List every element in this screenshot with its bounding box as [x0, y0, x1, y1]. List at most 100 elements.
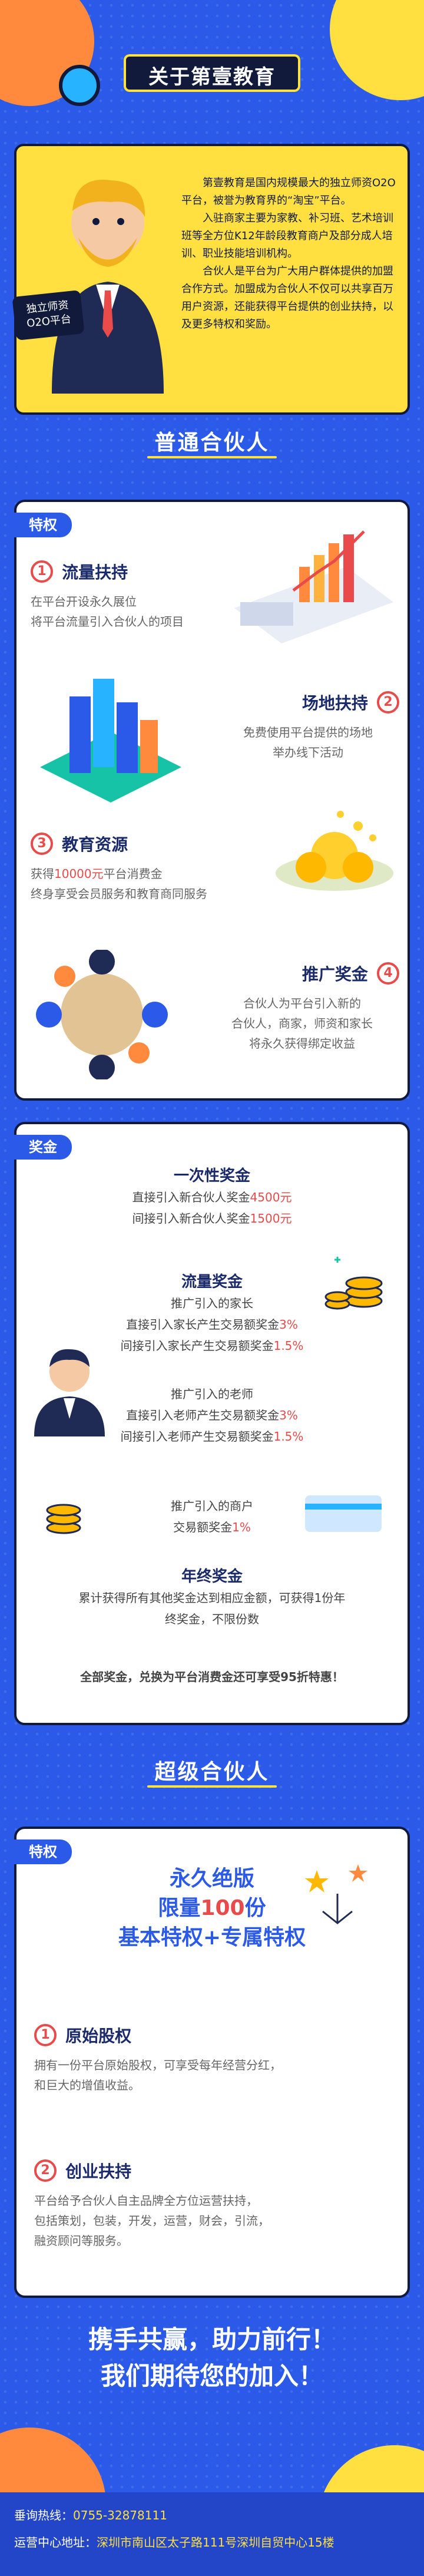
- bonus-line: 直接引入家长产生交易额奖金3%: [16, 1314, 408, 1335]
- slogan-text: 份: [244, 1896, 266, 1920]
- bonus-title: 一次性奖金: [173, 1167, 250, 1185]
- about-paragraph-3: 合伙人是平台为广大用户群体提供的加盟合作方式。加盟成为合伙人不仅可以共享百万用户…: [181, 265, 393, 331]
- feature-desc-line: 免费使用平台提供的场地: [243, 725, 373, 739]
- closing-line-1: 携手共赢，助力前行！: [88, 2325, 336, 2354]
- feature-number-badge: 3: [31, 833, 53, 855]
- about-paragraph-1: 第壹教育是国内规模最大的独立师资O2O平台，被誉为教育界的“淘宝”平台。: [181, 177, 396, 207]
- bonus-line: 推广引入的老师: [171, 1387, 253, 1401]
- privilege-tag: 特权: [14, 513, 72, 537]
- bonus-text: 直接引入老师产生交易额奖金: [126, 1408, 280, 1422]
- bonus-panel: 奖金 一次性奖金 直接引入新合伙人奖金4500元 间接引入新合伙人奖金1500元…: [14, 1122, 410, 1725]
- closing-slogan: 携手共赢，助力前行！ 我们期待您的加入！: [0, 2321, 424, 2395]
- bonus-title: 年终奖金: [181, 1568, 243, 1586]
- money-coins-illustration: [276, 811, 393, 891]
- page-title-banner: 关于第壹教育: [124, 54, 300, 92]
- closing-line-2: 我们期待您的加入！: [100, 2362, 323, 2390]
- desc-text: 平台消费金: [103, 867, 163, 881]
- bonus-redeem-note: 全部奖金，兑换为平台消费金还可享受95折特惠！: [80, 1670, 344, 1684]
- year-end-bonus: 年终奖金 累计获得所有其他奖金达到相应金额，可获得1份年 终奖金，不限份数: [16, 1566, 408, 1630]
- bonus-line: 推广引入的家长: [171, 1296, 253, 1310]
- bonus-line: 直接引入老师产生交易额奖金3%: [16, 1405, 408, 1426]
- feature-number-badge: 4: [377, 962, 399, 985]
- feature-education-resources: 3 教育资源 获得10000元平台消费金 终身享受会员服务和教育商同服务: [31, 832, 243, 904]
- desc-text: 获得: [31, 867, 54, 881]
- feature-number-badge: 1: [34, 2024, 57, 2046]
- bonus-value: 3%: [279, 1317, 298, 1332]
- feature-title: 创业扶持: [65, 2162, 132, 2181]
- feature-original-equity: 1 原始股权 拥有一份平台原始股权，可享受每年经营分红， 和巨大的增值收益。: [34, 2023, 393, 2095]
- bonus-line: 终奖金，不限份数: [165, 1612, 259, 1626]
- heading-underline: [147, 456, 277, 458]
- footer: 垂询热线：0755-32878111 运营中心地址：深圳市南山区太子路111号深…: [0, 2492, 424, 2576]
- bonus-line: 累计获得所有其他奖金达到相应金额，可获得1份年: [78, 1591, 346, 1605]
- super-partner-heading: 超级合伙人: [0, 1751, 424, 1789]
- feature-title: 原始股权: [65, 2026, 132, 2046]
- coin-pile-icon: [46, 1504, 81, 1534]
- hotline-number[interactable]: 0755-32878111: [73, 2508, 167, 2522]
- bonus-line: 间接引入家长产生交易额奖金1.5%: [16, 1335, 408, 1356]
- feature-desc-line: 在平台开设永久展位: [31, 595, 137, 609]
- feature-desc-line: 合伙人，商家，师资和家长: [231, 1016, 373, 1031]
- bonus-title: 流量奖金: [181, 1273, 243, 1291]
- credit-card-icon: [305, 1495, 382, 1532]
- feature-desc-line: 将平台流量引入合伙人的项目: [31, 615, 184, 629]
- feature-title: 推广奖金: [302, 965, 368, 984]
- bonus-value: 1.5%: [273, 1429, 304, 1444]
- super-privilege-panel: 特权 永久绝版 限量100份 基本特权+专属特权 1 原始股权 拥有一份平台原始…: [14, 1827, 410, 2298]
- slogan-text: 限量: [158, 1896, 201, 1920]
- businessman-illustration: [52, 180, 164, 394]
- bonus-tag: 奖金: [14, 1135, 72, 1160]
- bonus-value: 3%: [279, 1408, 298, 1422]
- meeting-table-illustration: [36, 950, 168, 1079]
- bonus-value: 1.5%: [273, 1339, 304, 1353]
- bonus-value: 4500元: [250, 1190, 292, 1204]
- page-title: 关于第壹教育: [148, 65, 276, 89]
- feature-desc-line: 平台给予合伙人自主品牌全方位运营扶持，: [34, 2194, 258, 2208]
- super-slogan: 永久绝版 限量100份 基本特权+专属特权: [16, 1864, 408, 1953]
- address-text: 深圳市南山区太子路111号深圳自贸中心15楼: [97, 2535, 334, 2549]
- heading-underline: [147, 1785, 277, 1788]
- about-text: 第壹教育是国内规模最大的独立师资O2O平台，被誉为教育界的“淘宝”平台。 入驻商…: [181, 174, 399, 333]
- bonus-line: 间接引入新合伙人奖金1500元: [16, 1208, 408, 1229]
- bonus-value: 1500元: [250, 1211, 292, 1226]
- city-buildings-illustration: [40, 679, 181, 802]
- feature-desc-line: 融资顾问等服务。: [34, 2234, 128, 2248]
- bonus-text: 间接引入老师产生交易额奖金: [120, 1429, 274, 1444]
- bonus-text: 间接引入新合伙人奖金: [132, 1211, 250, 1226]
- hotline-label: 垂询热线：: [14, 2508, 73, 2522]
- desc-highlight: 10000元: [54, 867, 104, 881]
- slogan-number: 100: [200, 1896, 245, 1920]
- privilege-tag: 特权: [14, 1839, 72, 1864]
- bonus-line: 推广引入的商户: [171, 1499, 253, 1513]
- fireworks-stars-icon: [305, 1864, 367, 1924]
- feature-venue-support: 场地扶持 2 免费使用平台提供的场地 举办线下活动: [217, 691, 399, 762]
- teacher-bonus: 推广引入的老师 直接引入老师产生交易额奖金3% 间接引入老师产生交易额奖金1.5…: [16, 1383, 408, 1447]
- normal-partner-title: 普通合伙人: [154, 431, 270, 455]
- footer-address: 运营中心地址：深圳市南山区太子路111号深圳自贸中心15楼: [14, 2532, 415, 2552]
- bonus-text: 间接引入家长产生交易额奖金: [120, 1339, 274, 1353]
- businessman-avatar: [34, 1349, 105, 1436]
- chart-report-illustration: [234, 530, 393, 643]
- feature-title: 教育资源: [62, 835, 128, 854]
- coin-stack-icon: [324, 1257, 383, 1310]
- super-partner-title: 超级合伙人: [154, 1760, 270, 1784]
- feature-desc-line: 将永久获得绑定收益: [249, 1036, 355, 1051]
- bonus-text: 直接引入家长产生交易额奖金: [126, 1317, 280, 1332]
- feature-desc-line: 获得10000元平台消费金: [31, 864, 243, 884]
- about-paragraph-2: 入驻商家主要为家教、补习班、艺术培训班等全方位K12年龄段教育商户及部分成人培训…: [181, 212, 393, 260]
- bonus-line: 交易额奖金1%: [16, 1517, 408, 1538]
- feature-title: 流量扶持: [62, 563, 128, 582]
- feature-desc-line: 举办线下活动: [273, 745, 343, 759]
- one-time-bonus: 一次性奖金 直接引入新合伙人奖金4500元 间接引入新合伙人奖金1500元: [16, 1165, 408, 1229]
- feature-desc-line: 包括策划，包装，开发，运营，财会，引流，: [34, 2214, 270, 2228]
- feature-traffic-support: 1 流量扶持 在平台开设永久展位 将平台流量引入合伙人的项目: [31, 560, 231, 632]
- feature-number-badge: 1: [31, 560, 53, 583]
- independent-teacher-badge: 独立师资 O2O平台: [12, 290, 85, 341]
- feature-promotion-bonus: 推广奖金 4 合伙人为平台引入新的 合伙人，商家，师资和家长 将永久获得绑定收益: [205, 962, 399, 1053]
- bonus-text: 直接引入新合伙人奖金: [132, 1190, 250, 1204]
- bonus-value: 1%: [232, 1520, 251, 1534]
- footer-hotline: 垂询热线：0755-32878111: [14, 2505, 167, 2525]
- feature-desc-line: 合伙人为平台引入新的: [243, 996, 361, 1010]
- feature-number-badge: 2: [377, 691, 399, 714]
- feature-startup-support: 2 创业扶持 平台给予合伙人自主品牌全方位运营扶持， 包括策划，包装，开发，运营…: [34, 2159, 393, 2251]
